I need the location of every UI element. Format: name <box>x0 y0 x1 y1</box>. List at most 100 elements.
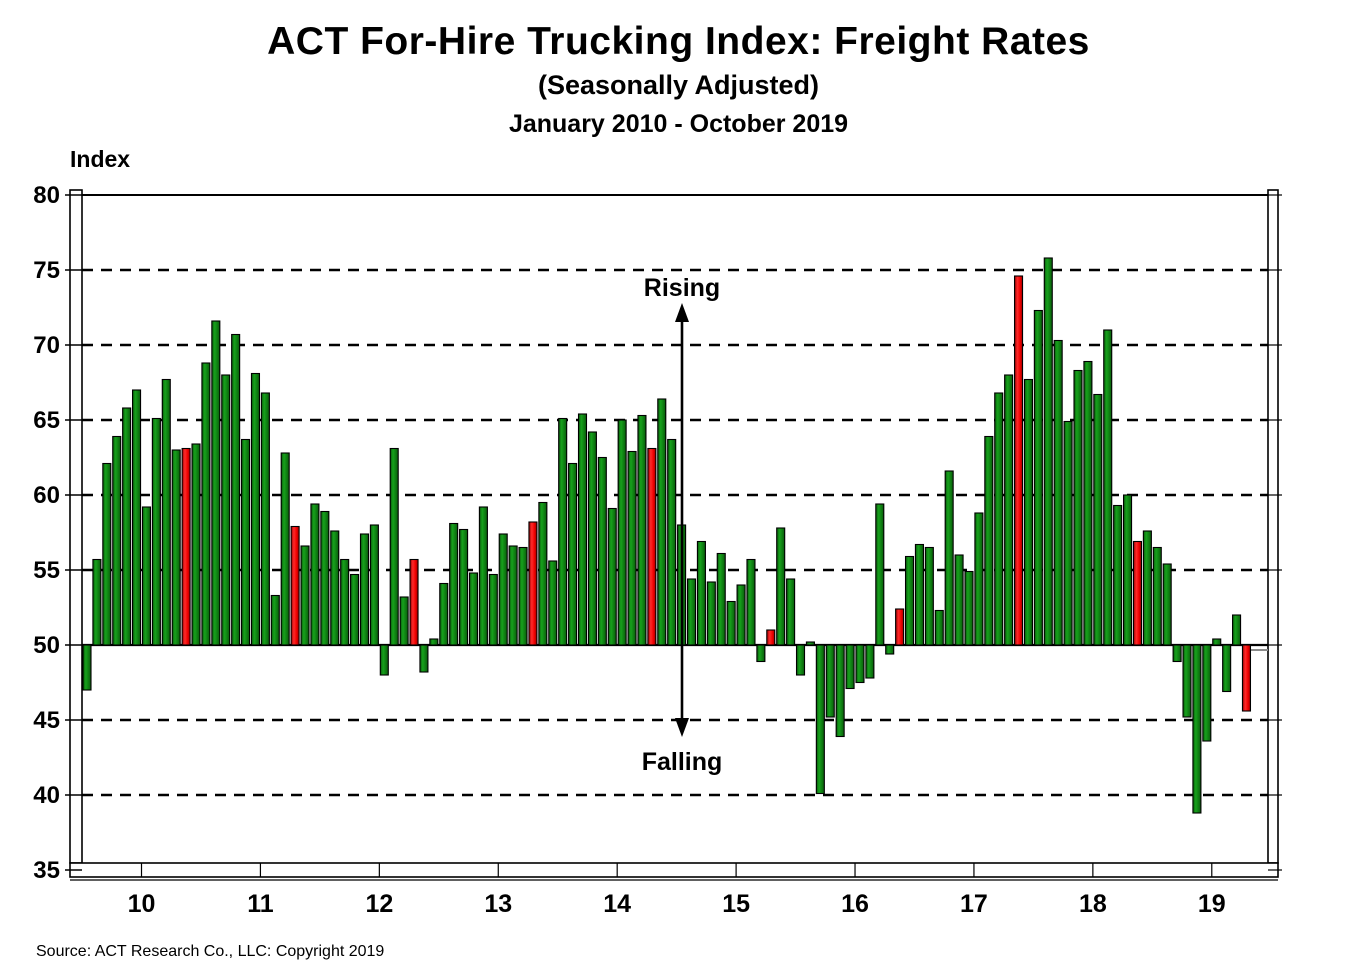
bar-2014-m2 <box>568 462 578 646</box>
bar-2010-m7 <box>141 506 152 646</box>
bar-2018-m1 <box>1033 309 1043 646</box>
bar-2017-m11-highlight <box>1013 275 1024 646</box>
x-year-label-10: 10 <box>128 890 156 918</box>
bar-2011-m3 <box>221 374 231 646</box>
bar-2019-m5 <box>1192 644 1202 814</box>
bar-2015-m10-highlight <box>766 629 776 646</box>
plot-right-wall <box>1267 189 1279 864</box>
plot-floor <box>69 862 1279 878</box>
bar-2011-m9 <box>280 452 290 646</box>
x-year-label-14: 14 <box>603 890 631 918</box>
bar-2015-m2 <box>686 578 697 646</box>
bar-2018-m6 <box>1083 360 1093 646</box>
bar-2012-m1 <box>320 510 330 646</box>
bar-2013-m10-highlight <box>528 521 538 646</box>
arrow-up-head <box>675 303 689 322</box>
bar-2018-m7 <box>1093 393 1103 646</box>
bar-2010-m2 <box>92 558 102 646</box>
bar-2014-m5 <box>597 456 607 646</box>
bar-2017-m8 <box>984 435 994 646</box>
y-tick-label-70: 70 <box>33 332 60 359</box>
bar-2019-m3 <box>1172 644 1182 663</box>
bar-2011-m4 <box>231 333 241 646</box>
bar-2013-m6 <box>488 573 498 646</box>
bar-2012-m4 <box>350 573 360 646</box>
bar-2012-m3 <box>340 558 350 646</box>
bar-2015-m8 <box>746 558 756 646</box>
bar-2016-m9 <box>875 503 885 646</box>
bar-2013-m5 <box>478 506 488 646</box>
y-tick-label-75: 75 <box>33 257 60 284</box>
bar-2017-m12 <box>1023 378 1033 646</box>
bar-2016-m1 <box>795 644 806 676</box>
bar-2010-m6 <box>132 389 142 646</box>
bar-2019-m6 <box>1202 644 1212 742</box>
x-year-label-12: 12 <box>365 890 393 918</box>
bar-2016-m6 <box>845 644 855 690</box>
bar-2018-m8 <box>1103 329 1113 646</box>
bar-2018-m5 <box>1073 369 1083 646</box>
bar-2010-m9 <box>161 378 171 646</box>
bar-2019-m10-highlight <box>1241 644 1252 712</box>
bar-2011-m12 <box>310 503 320 646</box>
bar-2012-m8 <box>389 447 399 646</box>
bar-2017-m4 <box>944 470 954 646</box>
bar-2016-m5 <box>835 644 845 738</box>
bar-2015-m11 <box>776 527 786 646</box>
bar-2011-m6 <box>250 372 261 646</box>
bar-2012-m12 <box>429 638 439 646</box>
bar-2011-m10-highlight <box>290 525 300 646</box>
bar-2012-m5 <box>359 533 370 646</box>
chart-subtitle: (Seasonally Adjusted) <box>537 70 820 100</box>
x-year-label-18: 18 <box>1079 890 1107 918</box>
bar-2019-m2 <box>1162 563 1172 646</box>
bar-2019-m7 <box>1212 638 1222 646</box>
bar-2011-m2 <box>211 320 221 646</box>
bar-2016-m2 <box>805 641 815 646</box>
bar-2016-m8 <box>865 644 875 679</box>
y-axis-title: Index <box>70 146 131 172</box>
bar-2016-m10 <box>885 644 895 655</box>
bar-2011-m7 <box>260 392 270 646</box>
source-caption: Source: ACT Research Co., LLC: Copyright… <box>36 943 385 960</box>
y-tick-label-50: 50 <box>33 632 60 659</box>
bar-2013-m3 <box>459 528 469 646</box>
bar-2012-m7 <box>379 644 389 676</box>
bar-2016-m4 <box>825 644 835 718</box>
bar-2013-m2 <box>449 522 459 646</box>
bar-2014-m12 <box>667 438 677 646</box>
bar-2015-m7 <box>736 584 746 646</box>
bar-2017-m9 <box>994 392 1004 646</box>
bar-2012-m6 <box>369 524 379 646</box>
bar-2013-m4 <box>468 572 479 646</box>
bar-2017-m6 <box>964 570 974 646</box>
bar-2013-m11 <box>538 501 548 646</box>
bar-2010-m12 <box>191 443 201 646</box>
bar-2014-m7 <box>617 419 627 646</box>
bar-2013-m9 <box>518 546 528 646</box>
bar-2011-m5 <box>241 438 251 646</box>
bar-2017-m1 <box>914 543 924 646</box>
bar-2018-m9 <box>1113 504 1123 646</box>
bar-2012-m9 <box>399 596 409 646</box>
bar-2015-m6 <box>726 600 736 646</box>
bar-2018-m10 <box>1123 494 1133 646</box>
y-tick-label-55: 55 <box>33 557 60 584</box>
bar-2014-m11 <box>657 398 667 646</box>
bar-2014-m4 <box>587 431 597 646</box>
bar-2015-m3 <box>696 540 706 646</box>
bar-2013-m8 <box>508 545 518 646</box>
bar-2018-m3 <box>1053 339 1063 646</box>
bar-2010-m4 <box>112 435 122 646</box>
bar-2016-m3 <box>815 644 825 795</box>
rising-label: Rising <box>644 274 720 302</box>
y-tick-label-45: 45 <box>33 707 60 734</box>
bar-2010-m1 <box>82 644 92 691</box>
bar-2018-m12 <box>1142 530 1152 646</box>
x-year-label-19: 19 <box>1198 890 1226 918</box>
bar-2013-m12 <box>548 560 558 646</box>
bar-2019-m9 <box>1232 614 1242 646</box>
bar-2012-m11 <box>419 644 429 673</box>
plot-left-wall <box>69 189 83 864</box>
